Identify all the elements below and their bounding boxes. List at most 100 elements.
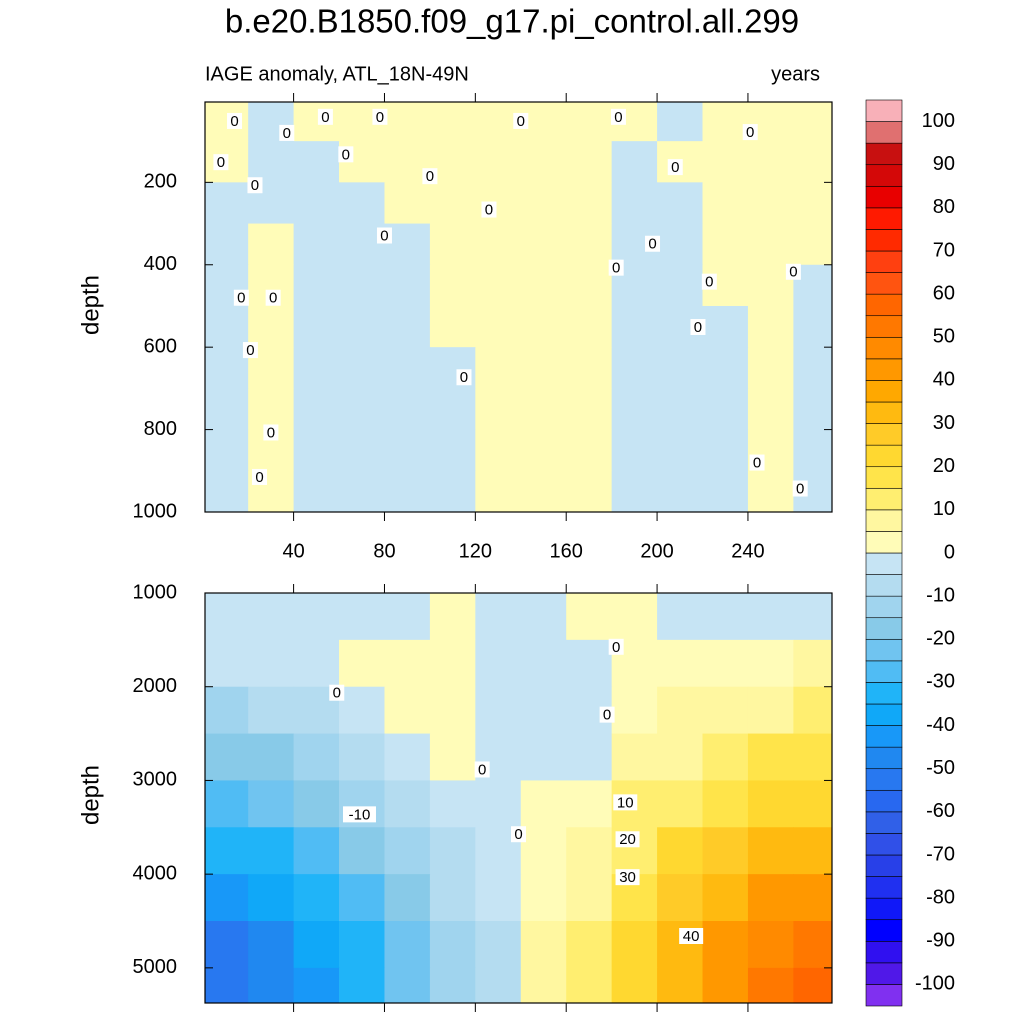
field-cell: [702, 388, 749, 431]
colorbar-box: [865, 682, 903, 705]
colorbar-box: [865, 962, 903, 985]
field-cell: [248, 827, 295, 875]
y-tick-label: 2000: [133, 675, 178, 697]
colorbar-box: [865, 552, 903, 575]
contour-label-bg: [513, 112, 529, 129]
field-cell: [339, 686, 386, 735]
contour-label: 0: [269, 290, 277, 307]
contour-label: 30: [619, 869, 636, 886]
colorbar-label: 70: [933, 239, 955, 261]
contour-label: 0: [246, 342, 254, 359]
contour-label-bg: [599, 706, 615, 723]
field-cell: [793, 967, 832, 1003]
field-cell: [475, 223, 522, 266]
colorbar-box: [865, 940, 903, 964]
field-cell: [702, 639, 749, 688]
field-cell: [339, 921, 386, 969]
contour-label-bg: [213, 154, 229, 171]
field-cell: [520, 347, 567, 389]
field-cell: [429, 429, 476, 472]
colorbar-box: [865, 121, 903, 144]
colorbar-label: -70: [926, 843, 955, 865]
field-cell: [657, 470, 704, 512]
field-cell: [747, 967, 794, 1003]
field-cell: [702, 102, 749, 142]
field-cell: [205, 639, 249, 688]
field-cell: [702, 470, 749, 512]
colorbar-label: -10: [926, 584, 955, 606]
y-tick-label: 400: [144, 253, 177, 275]
field-cell: [339, 264, 386, 307]
field-cell: [657, 102, 704, 142]
field-cell: [793, 686, 832, 735]
field-cell: [657, 874, 704, 922]
field-cell: [475, 921, 522, 969]
colorbar-box: [865, 336, 903, 360]
field-cell: [384, 347, 431, 389]
colorbar-box: [865, 638, 903, 662]
contour-label: 20: [619, 831, 636, 848]
field-cell: [429, 141, 476, 183]
field-cell: [205, 967, 249, 1003]
field-cell: [520, 686, 567, 735]
contour-label: 0: [612, 639, 620, 656]
contour-label-bg: [792, 480, 808, 497]
field-cell: [793, 388, 832, 431]
colorbar-box: [865, 380, 903, 403]
field-cell: [248, 223, 295, 266]
contour-label: 0: [380, 227, 388, 244]
field-cell: [520, 182, 567, 225]
field-cell: [339, 639, 386, 688]
field-cell: [793, 182, 832, 225]
field-cell: [747, 827, 794, 875]
colorbar-label: 50: [933, 326, 955, 348]
field-cell: [205, 827, 249, 875]
colorbar-box: [865, 617, 903, 640]
y-tick-label: 5000: [133, 956, 178, 978]
field-cell: [747, 347, 794, 389]
field-cell: [205, 305, 249, 348]
contour-label: 0: [612, 260, 620, 277]
field-cell: [611, 141, 658, 183]
contour-label: 0: [614, 109, 622, 126]
colorbar-label: -20: [926, 628, 955, 650]
field-cell: [702, 141, 749, 183]
y-tick-label: 200: [144, 171, 177, 193]
contour-label: 0: [671, 159, 679, 176]
field-cell: [384, 686, 431, 735]
field-cell: [793, 874, 832, 922]
field-cell: [475, 347, 522, 389]
field-cell: [429, 874, 476, 922]
contour-label: 0: [333, 685, 341, 702]
field-cell: [248, 593, 295, 641]
contour-label: 0: [426, 168, 434, 185]
field-cell: [611, 347, 658, 389]
field-cell: [339, 388, 386, 431]
field-cell: [248, 141, 295, 183]
field-cell: [747, 686, 794, 735]
field-cell: [293, 223, 340, 266]
field-cell: [205, 223, 249, 266]
contour-label: 0: [255, 469, 263, 486]
contour-label-bg: [679, 927, 704, 944]
contour-label: 0: [753, 455, 761, 472]
colorbar-box: [865, 595, 903, 619]
colorbar-box: [865, 293, 903, 317]
field-cell: [384, 223, 431, 266]
field-cell: [384, 780, 431, 828]
field-cell: [429, 182, 476, 225]
contour-label: 0: [796, 480, 804, 497]
y-tick-label: 3000: [133, 769, 178, 791]
field-cell: [520, 305, 567, 348]
field-cell: [520, 780, 567, 828]
field-cell: [339, 182, 386, 225]
field-cell: [793, 733, 832, 782]
field-cell: [339, 305, 386, 348]
field-cell: [611, 388, 658, 431]
contour-label: 0: [342, 146, 350, 163]
colorbar-box: [865, 984, 903, 1007]
contour-label: 0: [517, 113, 525, 130]
field-cell: [520, 874, 567, 922]
colorbar-label: -80: [926, 886, 955, 908]
colorbar-label: 20: [933, 455, 955, 477]
